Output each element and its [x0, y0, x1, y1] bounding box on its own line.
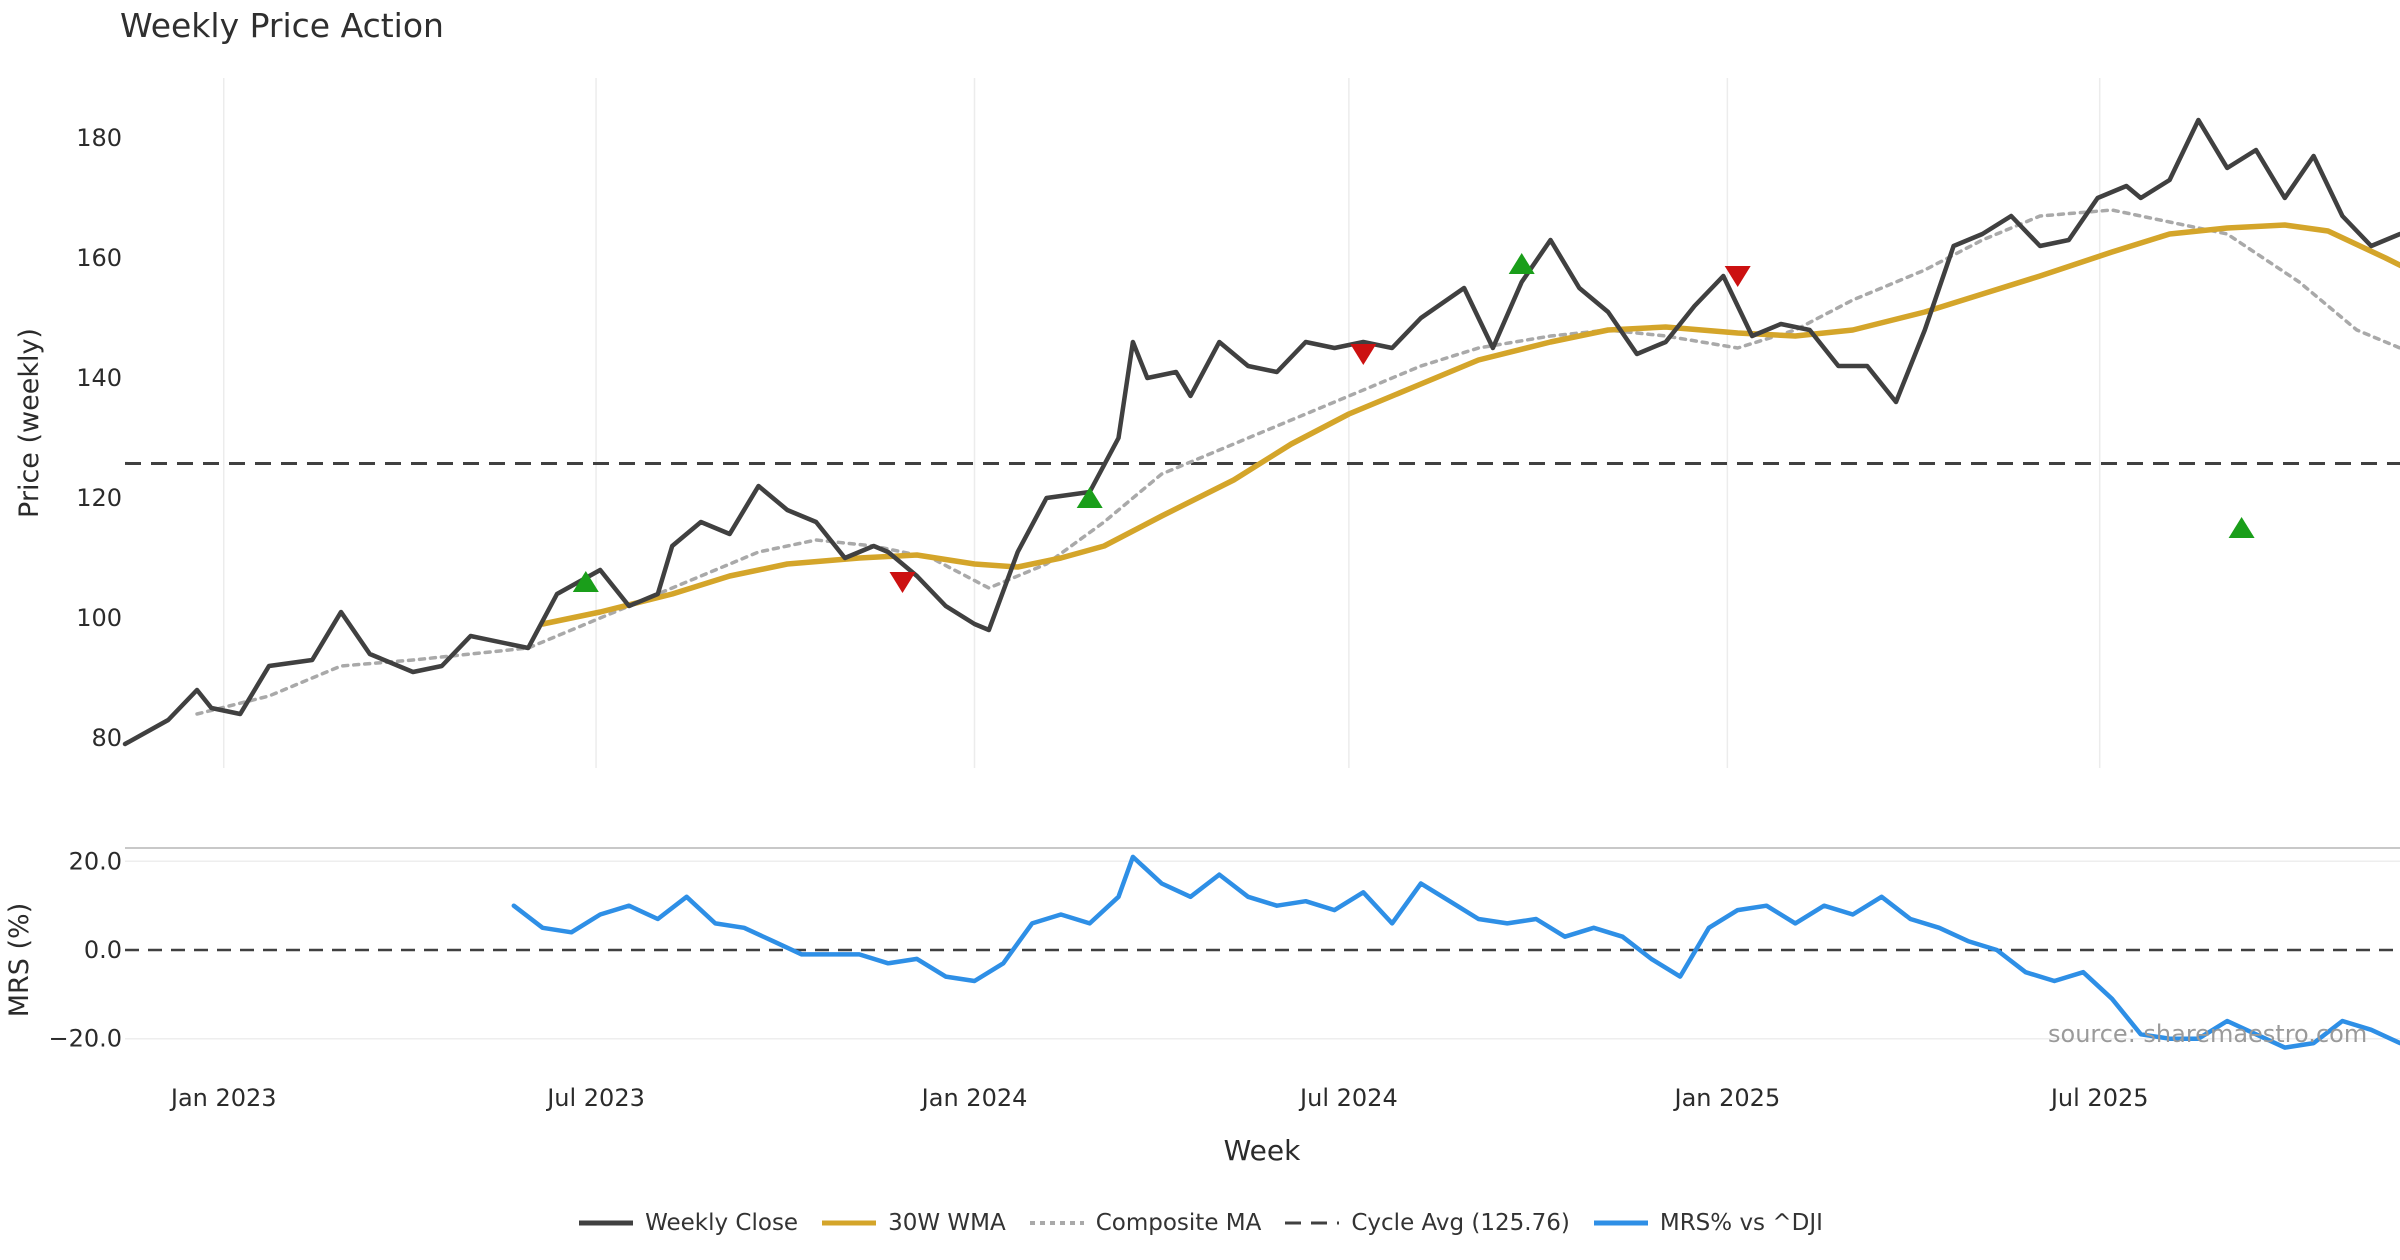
price-y-tick-label: 80: [91, 724, 122, 752]
x-tick-label: Jan 2024: [920, 1084, 1028, 1112]
chart-title: Weekly Price Action: [120, 6, 444, 45]
legend-label-mrs: MRS% vs ^DJI: [1659, 1210, 1823, 1236]
weekly-close-line: [122, 117, 2400, 747]
legend-label-cycle-avg: Cycle Avg (125.76): [1351, 1210, 1570, 1236]
mrs-y-tick-label: −20.0: [48, 1025, 122, 1053]
composite-ma-line: [195, 208, 2400, 716]
x-tick-label: Jul 2023: [545, 1084, 645, 1112]
x-tick-label: Jul 2024: [1298, 1084, 1398, 1112]
wma-30w-line: [539, 222, 2400, 627]
price-y-tick-label: 100: [76, 604, 122, 632]
x-axis-label: Week: [1224, 1134, 1301, 1167]
source-note: source: sharemaestro.com: [2048, 1020, 2368, 1048]
legend-label-composite-ma: Composite MA: [1095, 1210, 1262, 1236]
buy-signal-marker: [2228, 517, 2255, 538]
legend-item-mrs: MRS% vs ^DJI: [1592, 1210, 1823, 1236]
mrs-y-tick-label: 0.0: [84, 936, 122, 964]
x-tick-label: Jan 2025: [1673, 1084, 1781, 1112]
mrs-y-tick-label: 20.0: [69, 847, 122, 875]
price-y-tick-label: 140: [76, 364, 122, 392]
buy-signal-marker: [1508, 253, 1535, 274]
legend-label-weekly-close: Weekly Close: [645, 1210, 799, 1236]
price-y-tick-label: 160: [76, 244, 122, 272]
buy-signal-marker: [1076, 487, 1103, 508]
legend-swatch-composite-ma: [1029, 1221, 1084, 1225]
mrs-y-axis-label: MRS (%): [4, 903, 35, 1018]
sell-signal-marker: [1350, 344, 1377, 365]
legend-label-30w-wma: 30W WMA: [888, 1210, 1006, 1236]
sell-signal-marker: [1724, 266, 1751, 287]
legend-item-cycle-avg: Cycle Avg (125.76): [1283, 1210, 1570, 1236]
legend-item-composite-ma: Composite MA: [1028, 1210, 1262, 1236]
x-tick-label: Jul 2025: [2049, 1084, 2149, 1112]
price-y-tick-label: 120: [76, 484, 122, 512]
legend-item-weekly-close: Weekly Close: [577, 1210, 798, 1236]
legend-swatch-mrs: [1593, 1220, 1648, 1226]
price-y-axis-label: Price (weekly): [14, 328, 45, 518]
sell-signal-marker: [889, 572, 916, 593]
legend-swatch-weekly-close: [579, 1220, 634, 1226]
mrs-line: [511, 854, 2400, 1050]
legend-swatch-30w-wma: [822, 1220, 877, 1226]
legend: Weekly Close 30W WMA Composite MA Cycle …: [0, 1210, 2400, 1236]
legend-item-30w-wma: 30W WMA: [820, 1210, 1006, 1236]
buy-signal-marker: [572, 571, 599, 592]
x-tick-label: Jan 2023: [169, 1084, 277, 1112]
legend-swatch-cycle-avg: [1285, 1221, 1340, 1225]
price-y-tick-label: 180: [76, 124, 122, 152]
